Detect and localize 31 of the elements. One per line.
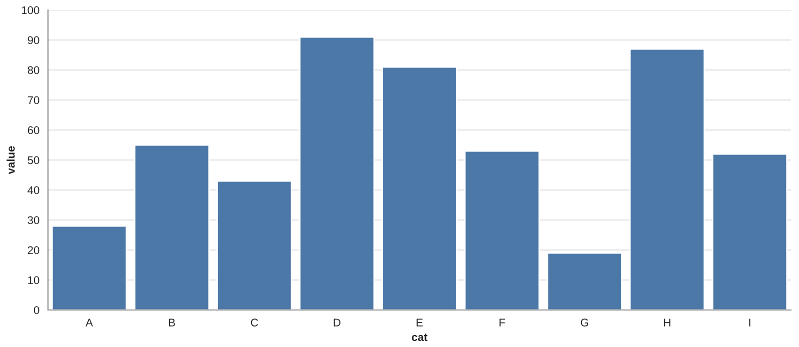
- bar: [134, 144, 210, 310]
- bar: [546, 252, 622, 310]
- y-tick-label: 80: [28, 66, 40, 74]
- y-axis-title: value: [6, 146, 15, 174]
- bar: [299, 36, 375, 310]
- bar: [51, 225, 128, 310]
- y-tick-label: 90: [28, 36, 40, 44]
- x-tick-label: E: [416, 318, 423, 326]
- y-tick-label: 60: [28, 126, 40, 134]
- bar: [216, 180, 292, 310]
- y-tick-label: 20: [28, 246, 40, 254]
- y-tick-label: 0: [34, 306, 40, 314]
- bar: [382, 66, 458, 310]
- x-tick-label: C: [250, 318, 258, 326]
- y-tick-label: 100: [22, 6, 40, 14]
- y-tick-label: 40: [28, 186, 40, 194]
- x-tick-label: F: [500, 318, 506, 326]
- y-tick-label: 70: [28, 96, 40, 104]
- y-tick-label: 50: [28, 156, 40, 164]
- x-axis-title: cat: [412, 334, 428, 342]
- x-tick-label: D: [334, 318, 340, 326]
- y-tick-label: 30: [28, 216, 40, 224]
- y-tick-label: 10: [28, 276, 40, 284]
- x-tick-label: B: [169, 318, 175, 326]
- x-tick-label: A: [86, 318, 93, 326]
- x-tick-label: H: [664, 318, 670, 326]
- bar: [464, 150, 540, 310]
- bar: [712, 153, 788, 310]
- x-tick-label: I: [749, 318, 750, 326]
- x-tick-label: G: [580, 318, 588, 326]
- bar: [629, 48, 706, 310]
